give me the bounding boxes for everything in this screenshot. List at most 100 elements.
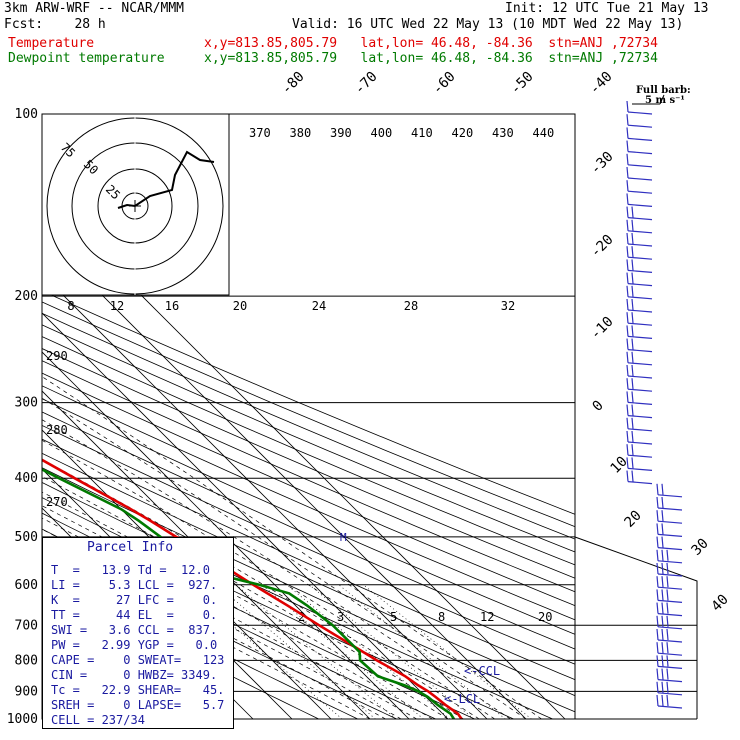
- dry-adiabat: [42, 324, 575, 553]
- parcel-info-title: Parcel Info: [87, 540, 174, 555]
- wind-barb-flag: [656, 681, 659, 693]
- pw-scale-label: 24: [312, 299, 326, 313]
- wind-barb-flag: [656, 576, 659, 588]
- wind-barb-staff: [657, 626, 683, 630]
- wind-barb-staff: [627, 137, 653, 141]
- mixing-ratio-label: 2: [298, 610, 305, 624]
- wind-barb-staff: [657, 573, 683, 577]
- theta-e-label: 440: [533, 126, 555, 140]
- wind-barb-flag: [626, 114, 629, 126]
- wind-barb-flag: [666, 628, 669, 641]
- pressure-tick-label: 100: [15, 107, 38, 122]
- wind-barb-flag: [661, 523, 664, 535]
- pressure-tick-label: 500: [15, 530, 38, 545]
- wind-barb-flag: [631, 232, 634, 245]
- wind-barb-flag: [626, 180, 629, 192]
- wind-barb-flag: [626, 417, 629, 429]
- wind-barb-flag: [626, 127, 629, 139]
- wind-barb-staff: [627, 296, 653, 300]
- wind-barb-staff: [657, 507, 683, 511]
- pressure-tick-label: 600: [15, 578, 38, 593]
- parcel-row: SREH = 0 LAPSE= 5.7: [51, 698, 225, 712]
- wind-barb-flag: [626, 153, 629, 165]
- theta-e-label: 420: [452, 126, 474, 140]
- lcl-marker: <-LCL: [444, 692, 480, 706]
- pressure-tick-label: 700: [15, 618, 38, 633]
- wind-barb-flag: [661, 562, 664, 575]
- wind-barb-flag: [661, 655, 664, 667]
- plot-frame: [41, 113, 576, 720]
- pw-scale-label: 12: [110, 299, 124, 313]
- dry-adiabat: [42, 312, 575, 540]
- wind-barb-flag: [666, 589, 669, 601]
- wind-barb-staff: [627, 283, 653, 287]
- wind-barb-flag: [626, 193, 629, 205]
- wind-barb-staff: [627, 415, 653, 419]
- pw-scale-label: 28: [404, 299, 418, 313]
- wind-barb-flag: [666, 576, 669, 588]
- wind-barb-staff: [657, 586, 683, 590]
- wind-barb-staff: [627, 177, 653, 181]
- dry-adiabat: [42, 579, 320, 719]
- mixing-ratio-line: [309, 584, 475, 719]
- isotherm-label: -80: [279, 69, 308, 98]
- dry-adiabat-label: 280: [46, 423, 68, 437]
- parcel-row: K = 27 LFC = 0.: [51, 593, 218, 607]
- legend-barb: [659, 94, 665, 105]
- ccl-marker: <-CCL: [464, 664, 500, 678]
- frame-edge: [574, 536, 698, 719]
- isotherm: [42, 390, 371, 719]
- wind-barb-flag: [661, 681, 664, 693]
- isotherm-label: -10: [588, 314, 617, 343]
- wind-barb-staff: [627, 441, 653, 445]
- wind-barb-flag: [661, 510, 664, 522]
- theta-e-label: 380: [290, 126, 312, 140]
- wind-barb-flag: [631, 219, 634, 231]
- parcel-row: SWI = 3.6 CCL = 837.: [51, 623, 218, 637]
- wind-barb-flag: [626, 430, 629, 443]
- wind-barb-flag: [626, 259, 629, 271]
- wind-barb-flag: [631, 444, 634, 456]
- wind-barb-flag: [631, 391, 634, 403]
- wind-barb-flag: [656, 602, 659, 614]
- mixing-ratio-line: [216, 584, 376, 719]
- theta-e-label: 410: [411, 126, 433, 140]
- dewpoint-location: x,y=813.85,805.79 lat,lon= 46.48, -84.36…: [204, 51, 658, 66]
- wind-barb-flag: [656, 615, 659, 627]
- wind-barb-flag: [666, 642, 669, 654]
- wind-barb-flag: [631, 417, 634, 429]
- mark-m: M: [340, 531, 347, 544]
- wind-barb-flag: [656, 510, 659, 522]
- dry-adiabat: [42, 385, 575, 621]
- wind-barb-flag: [656, 496, 659, 509]
- parcel-row: T = 13.9 Td = 12.0: [51, 563, 210, 577]
- parcel-row: CAPE = 0 SWEAT= 123: [51, 653, 225, 667]
- wind-barb-staff: [657, 679, 683, 683]
- dry-adiabat: [42, 467, 575, 713]
- wind-barb-flag: [626, 246, 629, 258]
- wind-barb-flag: [666, 615, 669, 627]
- wind-barb-staff: [627, 243, 653, 247]
- pw-scale-label: 32: [501, 299, 515, 313]
- wind-barb-flag: [626, 285, 629, 297]
- wind-barb-flag: [631, 430, 634, 443]
- wind-barb-staff: [627, 124, 653, 128]
- wind-barb-flag: [661, 628, 664, 641]
- theta-e-label: 400: [371, 126, 393, 140]
- wind-barb-flag: [631, 206, 634, 218]
- wind-barb-flag: [661, 642, 664, 654]
- dry-adiabat: [42, 424, 575, 665]
- wind-barb-flag: [626, 351, 629, 363]
- moist-adiabat: [42, 419, 511, 719]
- dry-adiabat: [42, 372, 575, 607]
- moist-adiabat: [42, 397, 527, 719]
- wind-barb-flag: [666, 681, 669, 693]
- wind-barb-flag: [626, 232, 629, 245]
- wind-barb-flag: [666, 655, 669, 667]
- dry-adiabat-label: 270: [46, 495, 68, 509]
- wind-barb-flag: [631, 364, 634, 377]
- wind-barb-staff: [657, 547, 683, 551]
- wind-barb-flag: [656, 549, 659, 561]
- wind-barb-flag: [661, 576, 664, 588]
- wind-barb-flag: [656, 523, 659, 535]
